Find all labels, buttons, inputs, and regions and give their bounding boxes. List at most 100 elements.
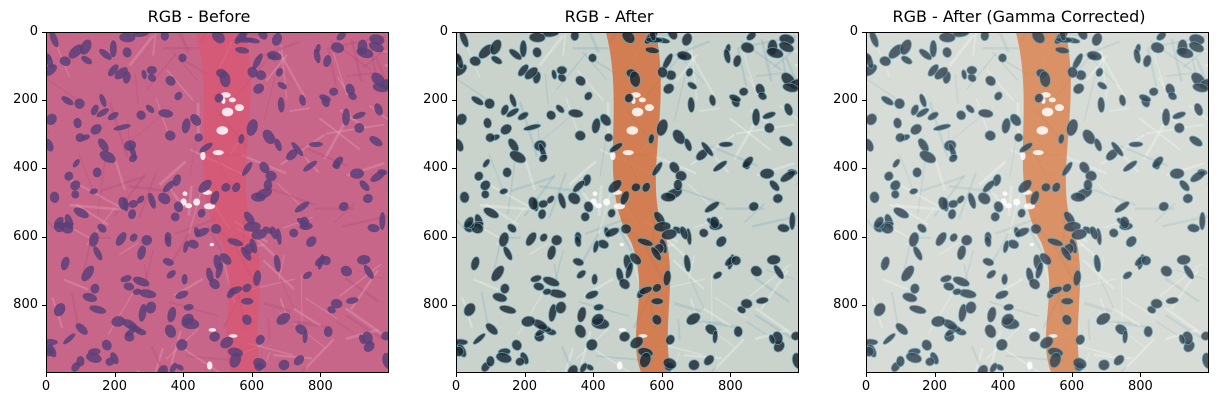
lumen <box>207 361 213 369</box>
nucleus <box>459 191 469 203</box>
y-tick-label: 200 <box>833 92 858 107</box>
x-tick-label: 400 <box>163 379 203 394</box>
lumen <box>1049 98 1056 103</box>
lumen <box>200 152 205 161</box>
nucleus <box>557 66 567 74</box>
lumen <box>1005 203 1012 208</box>
y-tick-mark <box>42 32 46 33</box>
x-tick-label: 600 <box>642 379 682 394</box>
lumen <box>639 98 646 103</box>
lumen <box>216 126 228 134</box>
nucleus <box>869 191 879 203</box>
nucleus <box>1071 192 1086 202</box>
y-tick-label: 200 <box>13 92 38 107</box>
y-tick-label: 600 <box>423 229 448 244</box>
x-tick-mark <box>730 373 731 377</box>
lumen <box>183 191 188 196</box>
y-tick-label: 0 <box>440 24 448 39</box>
lumen <box>610 152 615 161</box>
y-tick-label: 800 <box>833 297 858 312</box>
lumen <box>193 199 200 206</box>
x-tick-label: 200 <box>95 379 135 394</box>
lumen <box>1013 199 1020 206</box>
lumen <box>632 108 643 117</box>
nucleus <box>930 40 937 57</box>
nucleus <box>1084 180 1093 191</box>
y-tick-label: 0 <box>850 24 858 39</box>
nucleus <box>1199 212 1205 230</box>
y-tick-mark <box>42 100 46 101</box>
y-tick-label: 600 <box>13 229 38 244</box>
nucleus <box>760 168 775 179</box>
panel-after: RGB - After 0 200 400 600 800 0 200 400 600 800 <box>414 0 804 407</box>
nucleus <box>1162 108 1170 125</box>
nucleus <box>939 33 955 43</box>
panel-title: RGB - After (Gamma Corrected) <box>824 7 1214 26</box>
lumen <box>229 98 236 103</box>
nucleus <box>764 123 774 133</box>
y-tick-label: 200 <box>423 92 448 107</box>
nucleus <box>591 274 598 285</box>
lumen <box>603 199 610 206</box>
nucleus <box>651 298 663 305</box>
x-tick-mark <box>320 373 321 377</box>
x-tick-label: 800 <box>710 379 750 394</box>
y-tick-mark <box>862 237 866 238</box>
panel-before: RGB - Before 0 200 400 600 800 0 200 400 600 800 <box>4 0 394 407</box>
x-tick-mark <box>662 373 663 377</box>
x-tick-label: 800 <box>1120 379 1160 394</box>
nucleus <box>529 33 545 43</box>
y-tick-mark <box>42 237 46 238</box>
lumen <box>210 243 214 246</box>
x-tick-label: 0 <box>26 379 66 394</box>
y-tick-label: 800 <box>423 297 448 312</box>
y-tick-mark <box>452 168 456 169</box>
nucleus <box>1129 142 1143 148</box>
nucleus <box>752 108 760 125</box>
lumen <box>620 243 624 246</box>
nucleus <box>661 192 676 202</box>
y-tick-mark <box>42 168 46 169</box>
nucleus <box>147 66 157 74</box>
x-tick-mark <box>115 373 116 377</box>
image-after <box>456 32 799 373</box>
y-tick-mark <box>452 237 456 238</box>
panel-title: RGB - Before <box>4 7 394 26</box>
x-tick-label: 200 <box>915 379 955 394</box>
nucleus <box>1170 168 1185 179</box>
lumen <box>213 150 224 155</box>
x-tick-mark <box>935 373 936 377</box>
lumen <box>617 361 623 369</box>
y-tick-mark <box>862 305 866 306</box>
nucleus <box>264 180 273 191</box>
y-tick-label: 800 <box>13 297 38 312</box>
y-tick-mark <box>452 100 456 101</box>
y-tick-mark <box>862 32 866 33</box>
nucleus <box>734 326 743 337</box>
x-tick-label: 0 <box>846 379 886 394</box>
x-tick-label: 200 <box>505 379 545 394</box>
nucleus <box>789 212 795 230</box>
nucleus <box>1001 274 1008 285</box>
y-tick-label: 400 <box>423 160 448 175</box>
nucleus <box>896 356 904 367</box>
lumen <box>593 191 598 196</box>
x-tick-label: 600 <box>1052 379 1092 394</box>
nucleus <box>998 54 1006 63</box>
x-tick-mark <box>46 373 47 377</box>
lumen <box>1042 108 1053 117</box>
tissue-image <box>867 33 1208 372</box>
tissue-image <box>47 33 388 372</box>
x-tick-mark <box>866 373 867 377</box>
lumen <box>185 203 192 208</box>
nucleus <box>967 66 977 74</box>
lumen <box>1036 126 1048 134</box>
nucleus <box>912 167 921 177</box>
nucleus <box>486 356 494 367</box>
lumen <box>222 108 233 117</box>
x-tick-label: 400 <box>573 379 613 394</box>
lumen <box>235 104 244 111</box>
lumen <box>595 203 602 208</box>
image-after-gamma <box>866 32 1209 373</box>
lumen <box>209 328 217 332</box>
